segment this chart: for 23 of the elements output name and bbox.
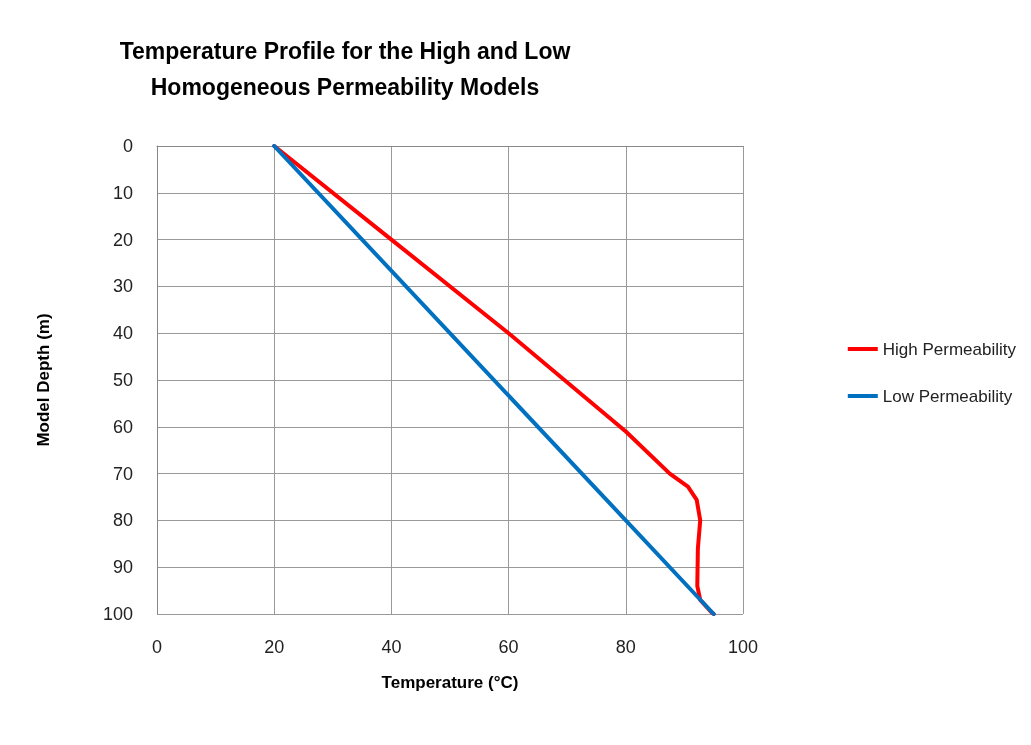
- y-tick-label: 0: [122, 136, 133, 156]
- y-tick-label: 30: [112, 276, 133, 297]
- x-tick-label: 0: [151, 637, 163, 657]
- y-tick-label: 20: [112, 229, 133, 250]
- x-tick-label: 40: [381, 637, 402, 657]
- y-tick-label: 70: [112, 463, 133, 484]
- chart-title: Temperature Profile for the High and Low Homogeneous Permeability Models: [119, 38, 571, 100]
- line-series: [272, 144, 716, 616]
- y-axis-title: Model Depth (m): [34, 313, 53, 447]
- y-tick-label: 10: [112, 182, 133, 203]
- x-tick-label: 80: [615, 637, 636, 657]
- y-tick-label: 80: [112, 510, 133, 531]
- x-tick-label: 20: [264, 637, 285, 657]
- y-tick-label: 60: [112, 416, 133, 437]
- legend-label: High Permeability: [882, 339, 1017, 359]
- y-tick-label: 50: [112, 370, 133, 390]
- y-tick-label: 90: [112, 557, 133, 578]
- legend-label: Low Permeability: [882, 386, 1013, 406]
- x-tick-label: 100: [727, 637, 759, 657]
- y-tick-label: 40: [112, 323, 133, 344]
- x-tick-label: 60: [498, 637, 519, 657]
- y-tick-label: 100: [102, 604, 133, 624]
- x-axis-title: Temperature (°C): [381, 673, 519, 692]
